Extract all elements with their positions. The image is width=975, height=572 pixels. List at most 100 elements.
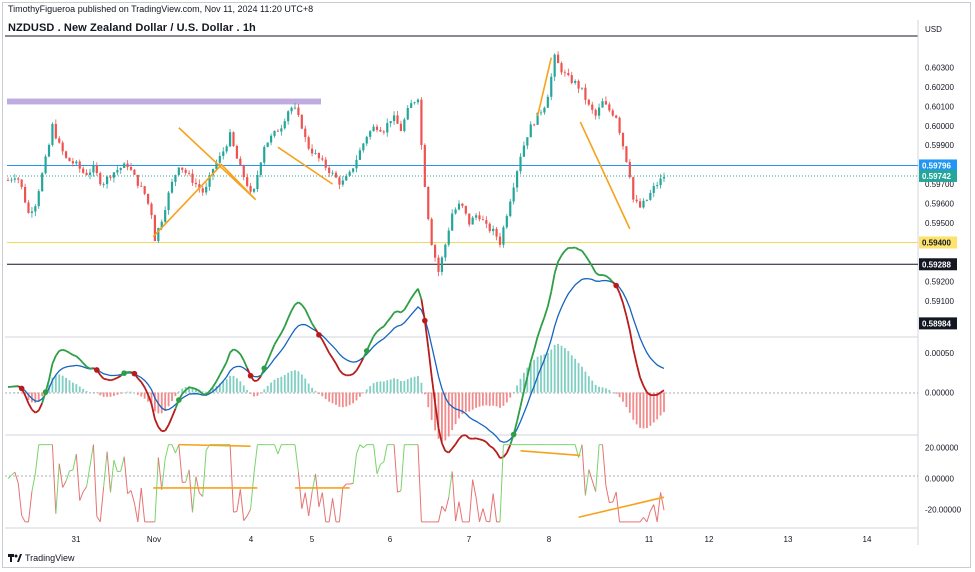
candle-body — [601, 101, 604, 108]
macd-main-segment — [106, 378, 111, 382]
osc-segment — [455, 501, 460, 522]
candle-body — [505, 216, 508, 228]
candle-body — [365, 136, 368, 144]
time-tick-label: 14 — [863, 535, 872, 544]
macd-main-segment — [11, 385, 15, 388]
macd-main-segment — [195, 388, 200, 392]
candle-body — [382, 131, 385, 133]
candle-body — [611, 110, 614, 116]
candle-body — [608, 104, 611, 111]
footer-brand[interactable]: TradingView — [8, 553, 75, 563]
osc-segment — [229, 444, 234, 513]
macd-main-segment — [215, 374, 221, 382]
macd-hist-bar — [379, 381, 382, 393]
macd-hist-bar — [164, 392, 167, 412]
macd-hist-bar — [191, 387, 194, 393]
candle-body — [410, 103, 413, 108]
candle-body — [474, 215, 478, 218]
osc-segment — [615, 492, 621, 522]
candle-body — [321, 158, 324, 160]
macd-main-segment — [608, 277, 614, 283]
chart-title[interactable]: NZDUSD . New Zealand Dollar / U.S. Dolla… — [8, 22, 256, 34]
candle-body — [632, 177, 635, 200]
osc-segment — [472, 479, 477, 498]
macd-hist-bar — [324, 392, 327, 400]
macd-hist-bar — [300, 374, 303, 393]
candle-body — [430, 218, 433, 246]
macd-hist-bar — [488, 392, 491, 406]
candle-body — [150, 203, 153, 216]
macd-hist-bar — [567, 351, 570, 393]
candle-body — [498, 236, 502, 245]
macd-main-segment — [628, 330, 635, 350]
macd-main-segment — [417, 288, 423, 300]
candle-body — [662, 177, 666, 179]
macd-hist-bar — [468, 392, 471, 412]
osc-trendline — [520, 450, 581, 457]
horizontal-lines-layer — [7, 164, 918, 265]
macd-hist-bar — [553, 344, 556, 393]
macd-hist-bar — [659, 392, 662, 416]
osc-segment — [250, 473, 255, 510]
macd-cross-dot — [247, 372, 254, 379]
macd-main-segment — [280, 325, 286, 334]
osc-segment — [65, 470, 70, 482]
macd-hist-bar — [106, 392, 108, 397]
candle-body — [177, 167, 180, 175]
macd-hist-bar — [119, 392, 122, 394]
macd-main-segment — [202, 393, 207, 396]
candle-body — [215, 162, 218, 169]
candle-body — [51, 123, 54, 145]
currency-label[interactable]: USD — [925, 25, 942, 34]
candle-body — [392, 115, 396, 122]
osc-segment — [99, 486, 105, 522]
osc-segment — [362, 444, 368, 449]
macd-cross-dot — [363, 348, 370, 354]
macd-hist-bar — [20, 392, 23, 394]
candle-body — [567, 72, 570, 76]
osc-segment — [188, 469, 193, 513]
osc-segment — [332, 498, 337, 522]
candle-body — [123, 163, 126, 169]
osc-segment — [656, 492, 662, 522]
candle-body — [574, 80, 577, 83]
macd-main-segment — [338, 369, 344, 375]
osc-segment — [96, 516, 101, 523]
macd-hist-bar — [280, 376, 283, 393]
candle-body — [17, 178, 20, 180]
macd-hist-bar — [212, 388, 214, 393]
macd-main-segment — [324, 345, 330, 354]
price-tag — [919, 236, 957, 249]
candle-body — [451, 213, 454, 231]
macd-hist-bar — [389, 379, 392, 393]
macd-main-segment — [632, 348, 638, 365]
macd-hist-bar — [41, 392, 44, 397]
macd-hist-bar — [174, 392, 177, 397]
candle-body — [239, 158, 242, 166]
candle-body — [522, 145, 526, 157]
macd-hist-bar — [259, 392, 262, 394]
macd-main-segment — [79, 358, 84, 364]
candle-body — [191, 173, 194, 183]
tradingview-logo-icon — [8, 554, 22, 562]
macd-main-segment — [328, 352, 334, 359]
macd-hist-bar — [102, 392, 105, 397]
macd-hist-bar — [505, 392, 508, 403]
candle-body — [119, 168, 122, 171]
macd-main-segment — [383, 321, 388, 327]
macd-main-segment — [287, 310, 293, 319]
osc-segment — [612, 491, 617, 503]
macd-main-segment — [646, 391, 651, 396]
macd-main-segment — [62, 348, 67, 352]
macd-main-segment — [51, 355, 57, 365]
osc-segment — [352, 453, 357, 484]
price-tag — [919, 258, 957, 271]
macd-hist-bar — [519, 378, 522, 393]
macd-main-segment — [304, 308, 310, 317]
candle-body — [61, 142, 64, 152]
macd-main-segment — [55, 350, 60, 357]
osc-segment — [239, 489, 245, 521]
osc-segment — [301, 492, 306, 509]
price-tag — [919, 169, 957, 182]
